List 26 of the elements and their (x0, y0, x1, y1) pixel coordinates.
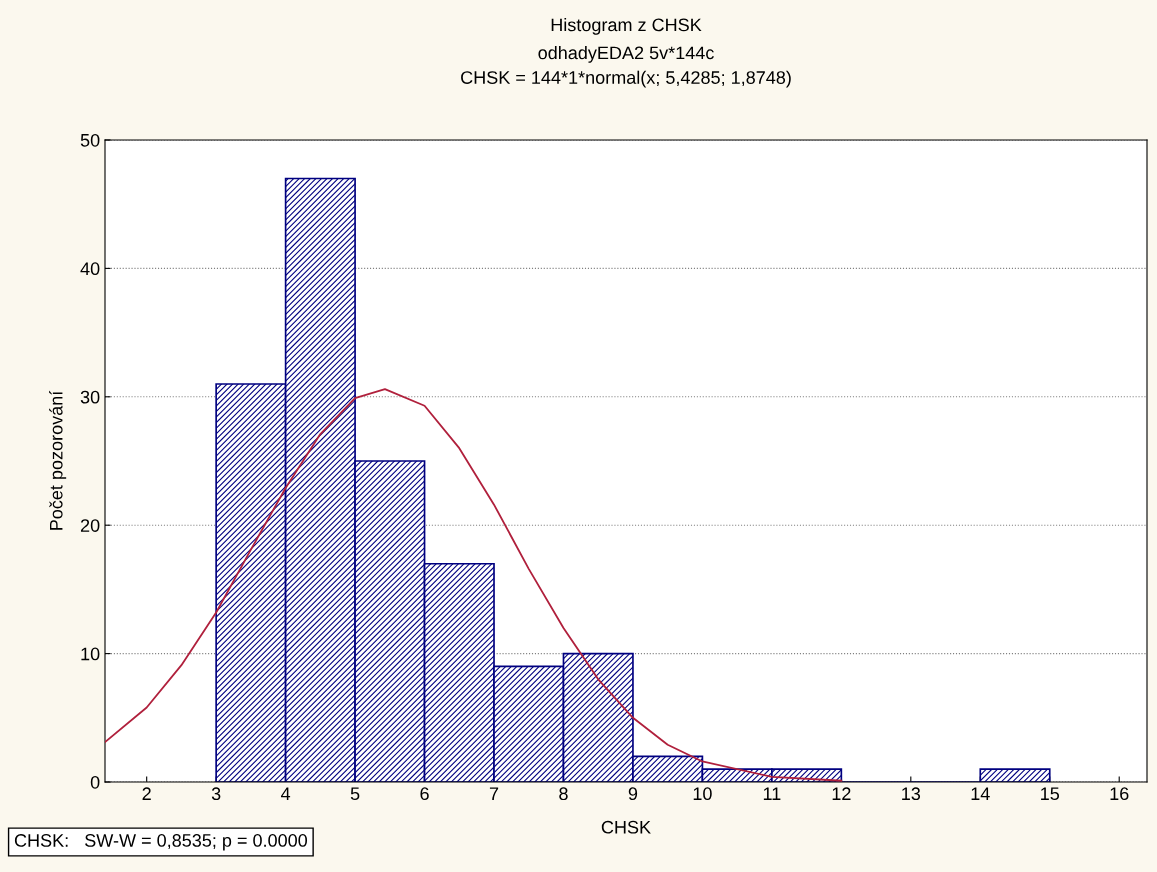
chart-subtitle: odhadyEDA2 5v*144c CHSK = 144*1*normal(x; 5,4285; 1,8748) (461, 46, 791, 88)
x-tick-label: 5 (350, 787, 360, 801)
x-tick-label: 12 (832, 787, 851, 800)
text: CHSK: SW-W = 0,8535; p = 0.0000 (14, 834, 308, 851)
chart-title: Histogram z CHSK (551, 18, 702, 35)
x-tick-label: 11 (763, 787, 781, 800)
x-tick-label: 2 (142, 787, 151, 800)
x-tick-label: 9 (628, 787, 638, 801)
y-tick-label: 30 (80, 390, 100, 404)
x-tick-label: 8 (559, 787, 568, 801)
x-tick-label: 14 (971, 787, 990, 800)
y-axis-title: Počet pozorování (49, 390, 67, 530)
x-tick-label: 7 (489, 787, 499, 800)
y-tick-label: 20 (80, 519, 100, 532)
y-tick-label: 40 (80, 262, 100, 276)
y-tick-label: 50 (80, 133, 100, 147)
x-axis-title: CHSK (601, 820, 651, 834)
x-tick-label: 6 (420, 787, 429, 801)
x-tick-label: 3 (211, 787, 221, 801)
x-tick-label: 15 (1041, 787, 1060, 801)
x-tick-label: 13 (902, 787, 921, 801)
x-tick-label: 16 (1110, 787, 1129, 801)
x-tick-label: 10 (693, 787, 712, 801)
y-tick-label: 10 (81, 647, 100, 661)
x-tick-label: 4 (281, 787, 291, 800)
y-tick-label: 0 (90, 775, 100, 789)
